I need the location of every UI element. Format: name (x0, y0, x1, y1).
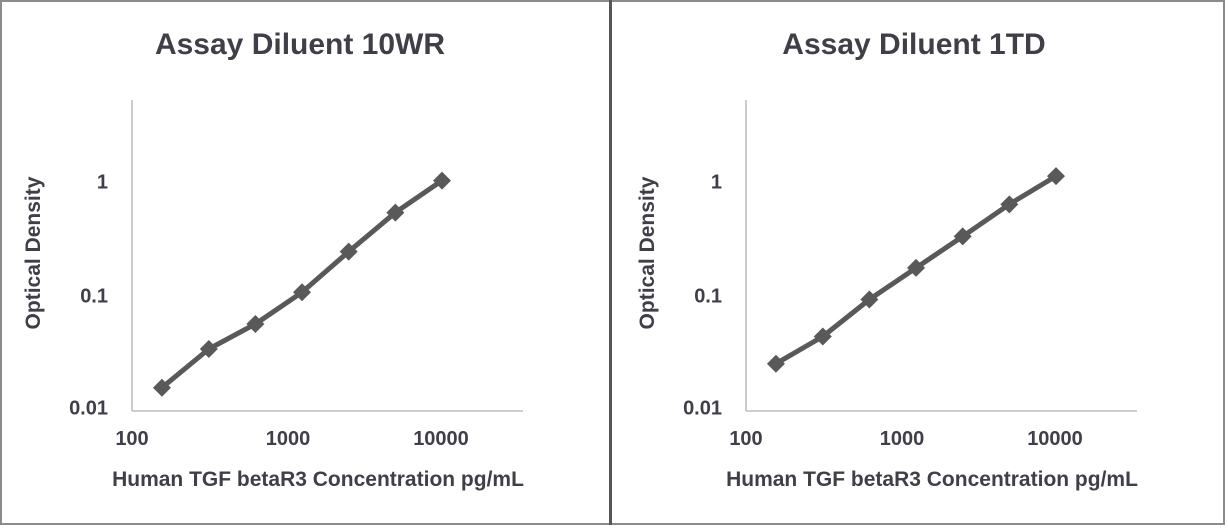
chart-title: Assay Diluent 1TD (782, 28, 1046, 61)
x-tick-label: 1000 (265, 428, 311, 450)
y-tick-label: 0.1 (80, 285, 108, 308)
x-tick-label: 100 (729, 428, 763, 450)
x-tick-label: 100 (115, 428, 149, 450)
x-tick-label: 1000 (879, 428, 925, 450)
chart-panel-left: Assay Diluent 10WR Optical Density 1 0.1… (0, 0, 610, 525)
x-tick-label: 10000 (413, 428, 469, 450)
y-tick-label: 1 (96, 171, 108, 194)
y-tick-label: 0.01 (683, 397, 722, 420)
x-axis-title: Human TGF betaR3 Concentration pg/mL (726, 468, 1138, 491)
plot-area-right (745, 100, 1137, 412)
y-tick-label: 0.1 (694, 285, 722, 308)
panel-divider (609, 0, 612, 525)
chart-panel-right: Assay Diluent 1TD Optical Density 1 0.1 … (614, 0, 1224, 525)
y-tick-label: 1 (710, 171, 722, 194)
plot-area-left (131, 100, 523, 412)
x-axis-title: Human TGF betaR3 Concentration pg/mL (112, 468, 524, 491)
chart-title: Assay Diluent 10WR (154, 28, 446, 61)
x-tick-label: 10000 (1027, 428, 1083, 450)
y-tick-label: 0.01 (69, 397, 108, 420)
